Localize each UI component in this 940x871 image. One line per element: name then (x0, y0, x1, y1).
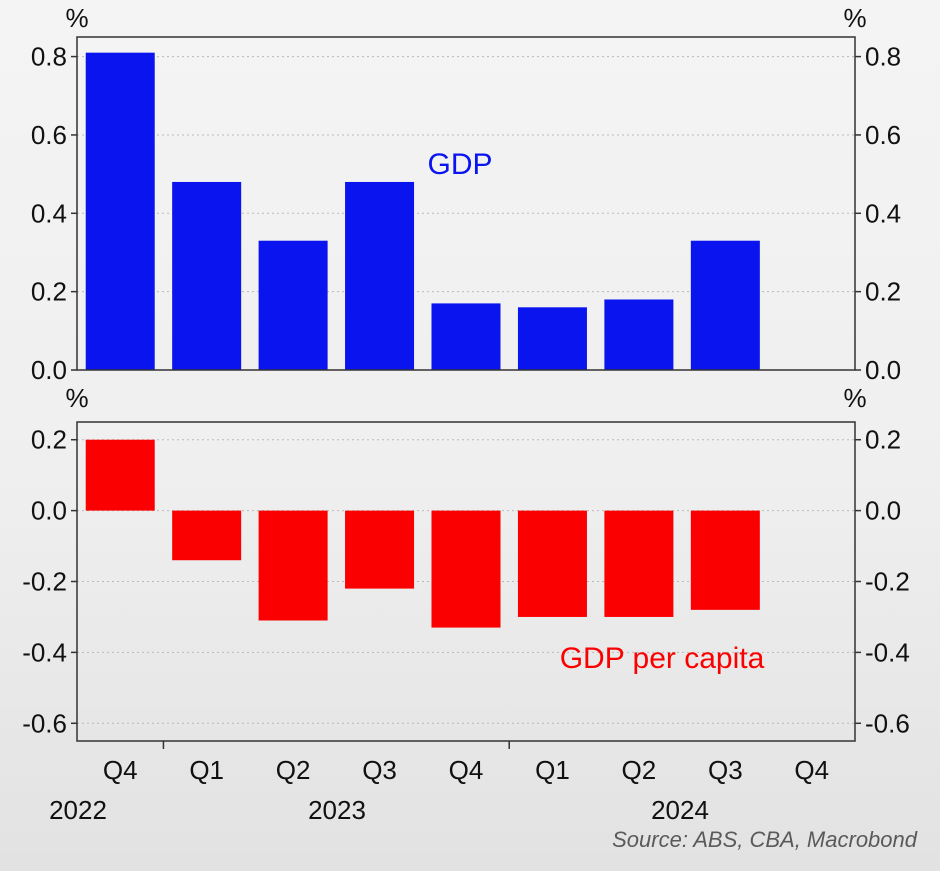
gdp-per-capita-right-tick-label: -0.2 (865, 567, 910, 597)
gdp-per-capita-panel: % % 0.2 0.0 -0.2 -0.4 -0.6 0.2 0.0 -0.2 -0.4 -0.… (22, 383, 910, 742)
gdp-per-capita-right-tick-label: -0.4 (865, 637, 910, 667)
gdp-per-capita-bar (690, 510, 760, 610)
x-tick-label: Q3 (708, 755, 743, 785)
gdp-per-capita-bar (517, 510, 587, 617)
gdp-right-tick-label: 0.8 (865, 42, 901, 72)
gdp-per-capita-left-tick-label: -0.4 (22, 637, 67, 667)
x-year-label: 2024 (651, 795, 709, 825)
gdp-bar (172, 181, 242, 370)
gdp-per-capita-left-unit: % (65, 383, 88, 413)
gdp-right-unit: % (843, 3, 866, 33)
gdp-per-capita-right-tick-label: -0.6 (865, 708, 910, 738)
gdp-right-tick-label: 0.6 (865, 120, 901, 150)
gdp-left-tick-label: 0.0 (31, 355, 67, 385)
gdp-per-capita-left-tick-label: -0.2 (22, 567, 67, 597)
gdp-right-tick-label: 0.0 (865, 355, 901, 385)
gdp-per-capita-bar (345, 510, 415, 589)
x-tick-label: Q2 (622, 755, 657, 785)
gdp-per-capita-bars (85, 439, 760, 628)
gdp-per-capita-right-tick-label: 0.2 (865, 425, 901, 455)
gdp-per-capita-left-tick-label: -0.6 (22, 708, 67, 738)
gdp-series-label: GDP (427, 148, 492, 181)
gdp-bar (690, 240, 760, 370)
x-tick-label: Q3 (362, 755, 397, 785)
gdp-left-tick-label: 0.2 (31, 277, 67, 307)
gdp-per-capita-bar (172, 510, 242, 561)
gdp-per-capita-bar (604, 510, 674, 617)
gdp-per-capita-right-tick-label: 0.0 (865, 496, 901, 526)
gdp-per-capita-bar (431, 510, 501, 628)
gdp-bar (85, 52, 155, 370)
x-tick-label: Q4 (794, 755, 829, 785)
x-tick-label: Q1 (189, 755, 224, 785)
gdp-plot-frame (76, 36, 856, 371)
gdp-per-capita-series-label: GDP per capita (560, 642, 765, 675)
gdp-left-tick-label: 0.6 (31, 120, 67, 150)
gdp-per-capita-left-tick-label: 0.2 (31, 425, 67, 455)
gdp-left-tick-label: 0.4 (31, 198, 67, 228)
x-year-label: 2022 (49, 795, 107, 825)
gdp-left-tick-label: 0.8 (31, 42, 67, 72)
gdp-bar (258, 240, 328, 370)
gdp-per-capita-right-unit: % (843, 383, 866, 413)
x-tick-label: Q4 (103, 755, 138, 785)
source-note: Source: ABS, CBA, Macrobond (612, 827, 918, 852)
x-tick-label: Q1 (535, 755, 570, 785)
x-year-label: 2023 (308, 795, 366, 825)
gdp-panel: % % 0.8 0.6 0.4 0.2 0.0 0.8 0.6 0.4 0.2 0.0 GDP (31, 3, 901, 385)
x-tick-label: Q2 (276, 755, 311, 785)
gdp-bar (517, 307, 587, 370)
gdp-right-tick-label: 0.2 (865, 277, 901, 307)
gdp-left-unit: % (65, 3, 88, 33)
gdp-bar (604, 299, 674, 370)
x-axis: Q4 Q1 Q2 Q3 Q4 Q1 Q2 Q3 Q4 2022 2023 2024 (49, 741, 829, 825)
gdp-per-capita-left-tick-label: 0.0 (31, 496, 67, 526)
gdp-per-capita-bar (85, 439, 155, 511)
gdp-bars (85, 52, 760, 370)
gdp-bar (345, 181, 415, 370)
gdp-bar (431, 303, 501, 370)
x-tick-label: Q4 (449, 755, 484, 785)
gdp-per-capita-bar (258, 510, 328, 621)
gdp-right-tick-label: 0.4 (865, 198, 901, 228)
